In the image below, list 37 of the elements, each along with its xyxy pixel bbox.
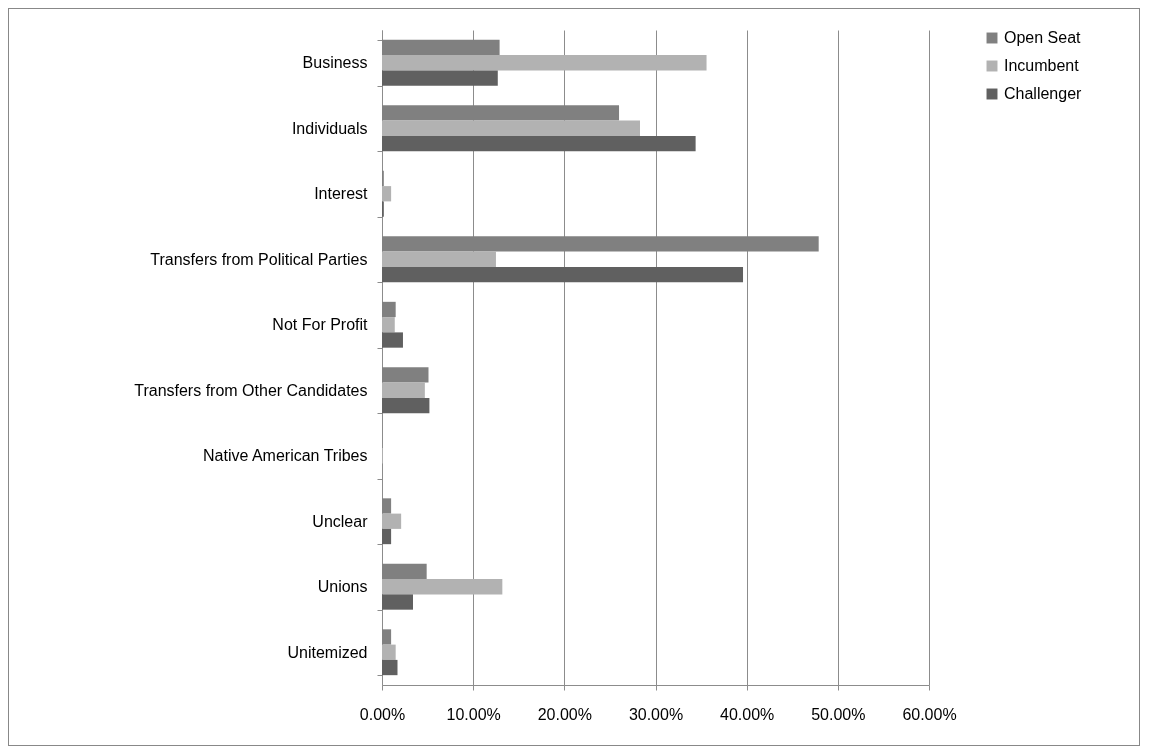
x-tick-label: 50.00% (811, 705, 866, 723)
y-tick-label: Not For Profit (272, 316, 369, 334)
y-tick-label: Unclear (312, 512, 369, 530)
bar (382, 397, 430, 414)
y-tick-label: Interest (314, 185, 369, 203)
y-tick-label: Transfers from Other Candidates (134, 381, 368, 399)
x-tick-label: 40.00% (720, 705, 775, 723)
bar (382, 528, 392, 545)
legend-label: Open Seat (1004, 29, 1082, 46)
bar (382, 266, 744, 283)
x-tick-label: 10.00% (446, 705, 501, 723)
y-tick-label: Transfers from Political Parties (150, 250, 368, 268)
x-tick-label: 0.00% (359, 705, 406, 723)
y-tick-label: Individuals (291, 119, 368, 137)
bar (382, 55, 707, 71)
x-tick-label: 20.00% (537, 705, 592, 723)
bar (382, 513, 402, 529)
y-tick-label: Unitemized (287, 643, 368, 661)
bar (382, 659, 398, 676)
y-tick-label: Native American Tribes (202, 447, 368, 465)
x-tick-label: 30.00% (628, 705, 684, 723)
bar (382, 251, 496, 267)
bar (382, 382, 425, 398)
legend-label: Challenger (1004, 85, 1083, 102)
bar (382, 317, 395, 333)
bar (382, 186, 392, 202)
bar (382, 332, 403, 348)
legend-label: Incumbent (1004, 57, 1080, 74)
y-tick-label: Unions (317, 578, 368, 596)
bar (382, 644, 396, 660)
bar (382, 135, 696, 152)
bar (382, 594, 413, 610)
bar (382, 579, 503, 595)
x-tick-label: 60.00% (902, 705, 957, 723)
bar (382, 70, 498, 86)
y-tick-label: Business (302, 54, 368, 72)
bar (382, 120, 640, 136)
